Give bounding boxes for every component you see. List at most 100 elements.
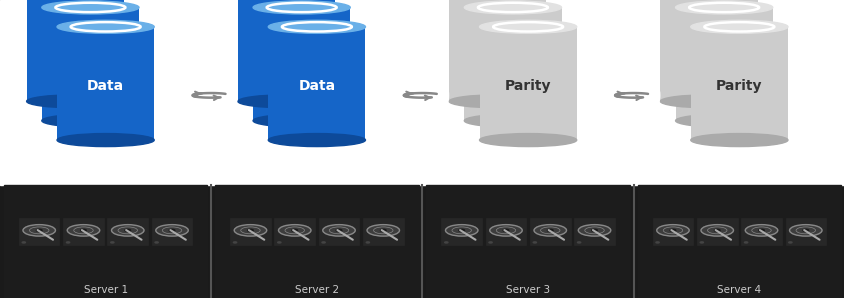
Ellipse shape: [449, 95, 545, 108]
Ellipse shape: [787, 242, 791, 243]
Ellipse shape: [278, 242, 280, 243]
Ellipse shape: [111, 242, 114, 243]
Ellipse shape: [68, 225, 100, 236]
Ellipse shape: [690, 134, 787, 147]
Ellipse shape: [57, 20, 154, 33]
Ellipse shape: [268, 20, 365, 33]
Ellipse shape: [502, 229, 508, 231]
Bar: [696, 218, 737, 245]
Ellipse shape: [700, 242, 702, 243]
Text: Parity: Parity: [504, 80, 551, 93]
Ellipse shape: [464, 1, 561, 14]
Ellipse shape: [464, 114, 561, 127]
Bar: [268, 27, 365, 140]
Text: Parity: Parity: [715, 80, 762, 93]
Bar: [152, 218, 192, 245]
Ellipse shape: [479, 20, 576, 33]
Ellipse shape: [67, 242, 69, 243]
Text: Server 4: Server 4: [717, 285, 760, 295]
Ellipse shape: [22, 242, 25, 243]
Ellipse shape: [80, 229, 86, 231]
Ellipse shape: [656, 225, 689, 236]
Bar: [26, 0, 123, 101]
Ellipse shape: [607, 69, 659, 121]
Ellipse shape: [57, 134, 154, 147]
Ellipse shape: [533, 225, 565, 236]
Ellipse shape: [154, 242, 158, 243]
Bar: [63, 218, 104, 245]
Bar: [19, 218, 59, 245]
Ellipse shape: [366, 225, 399, 236]
Bar: [426, 185, 630, 298]
Ellipse shape: [445, 225, 478, 236]
Ellipse shape: [253, 114, 350, 127]
Bar: [637, 185, 841, 298]
Ellipse shape: [291, 229, 297, 231]
Text: Data: Data: [87, 80, 124, 93]
Bar: [214, 185, 419, 298]
Ellipse shape: [42, 1, 139, 14]
Ellipse shape: [744, 242, 747, 243]
Ellipse shape: [547, 229, 553, 231]
Ellipse shape: [238, 95, 334, 108]
Ellipse shape: [26, 95, 124, 108]
Bar: [740, 218, 781, 245]
Ellipse shape: [365, 242, 369, 243]
Bar: [479, 27, 576, 140]
Ellipse shape: [744, 225, 776, 236]
Bar: [785, 218, 825, 245]
Bar: [42, 7, 139, 121]
Ellipse shape: [23, 225, 56, 236]
Ellipse shape: [690, 20, 787, 33]
Ellipse shape: [577, 225, 610, 236]
Ellipse shape: [253, 1, 350, 14]
Bar: [660, 0, 756, 101]
Ellipse shape: [490, 225, 522, 236]
Ellipse shape: [479, 134, 576, 147]
Ellipse shape: [36, 229, 42, 231]
Ellipse shape: [42, 114, 139, 127]
Ellipse shape: [533, 242, 536, 243]
Ellipse shape: [234, 225, 267, 236]
Bar: [675, 7, 771, 121]
Ellipse shape: [458, 229, 464, 231]
Ellipse shape: [336, 229, 342, 231]
Bar: [574, 218, 614, 245]
Ellipse shape: [489, 242, 491, 243]
Ellipse shape: [675, 1, 771, 14]
Bar: [690, 27, 787, 140]
Ellipse shape: [380, 229, 386, 231]
Ellipse shape: [444, 242, 447, 243]
Bar: [464, 7, 561, 121]
Ellipse shape: [396, 69, 448, 121]
Ellipse shape: [322, 242, 325, 243]
Ellipse shape: [660, 95, 757, 108]
Ellipse shape: [701, 225, 733, 236]
Ellipse shape: [713, 229, 719, 231]
Ellipse shape: [802, 229, 808, 231]
Bar: [274, 218, 315, 245]
Bar: [529, 218, 570, 245]
Ellipse shape: [233, 242, 236, 243]
Bar: [57, 27, 154, 140]
Ellipse shape: [185, 69, 237, 121]
Ellipse shape: [279, 225, 311, 236]
Bar: [363, 218, 403, 245]
Ellipse shape: [655, 242, 658, 243]
Bar: [238, 0, 334, 101]
Text: Server 1: Server 1: [84, 285, 127, 295]
Bar: [230, 218, 270, 245]
Bar: [318, 218, 359, 245]
Bar: [4, 185, 208, 298]
Ellipse shape: [125, 229, 131, 231]
Ellipse shape: [788, 225, 821, 236]
Ellipse shape: [169, 229, 175, 231]
Bar: [107, 218, 148, 245]
Text: Server 2: Server 2: [295, 285, 338, 295]
Bar: [652, 218, 692, 245]
Bar: [485, 218, 526, 245]
Ellipse shape: [675, 114, 771, 127]
Bar: [449, 0, 545, 101]
Ellipse shape: [155, 225, 188, 236]
Ellipse shape: [268, 134, 365, 147]
